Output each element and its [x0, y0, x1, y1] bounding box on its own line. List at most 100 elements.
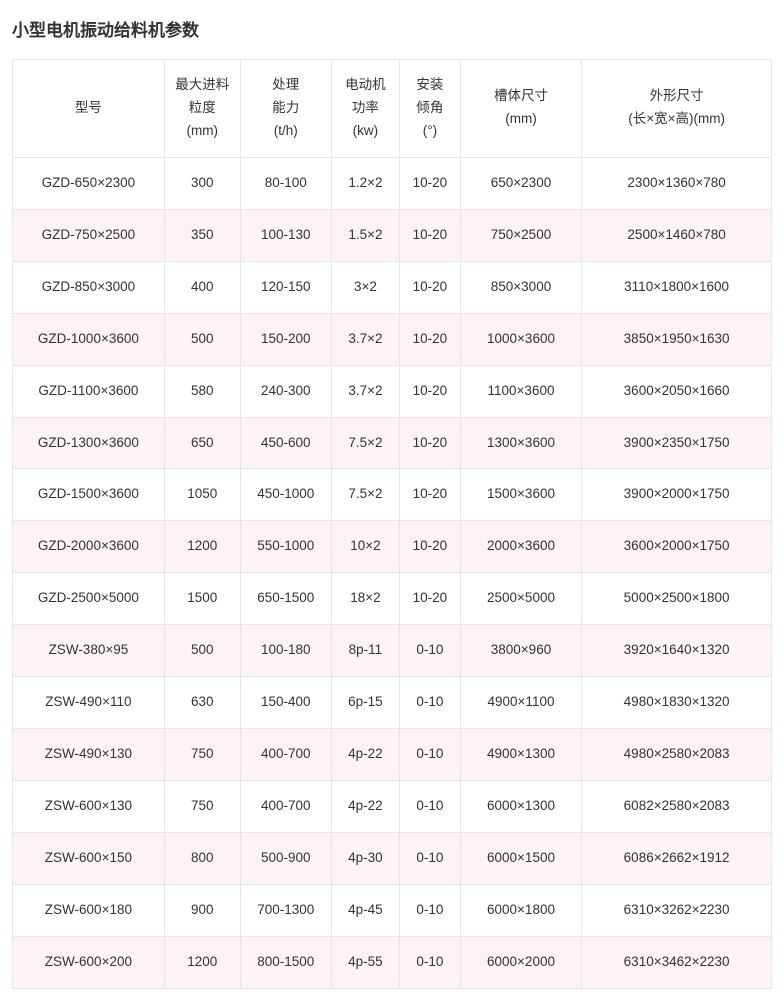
table-cell: 10-20 [400, 157, 461, 209]
table-cell: 3.7×2 [331, 365, 399, 417]
table-cell: 18×2 [331, 573, 399, 625]
col-header-capacity: 处理 能力 (t/h) [240, 60, 331, 158]
table-cell: 450-600 [240, 417, 331, 469]
table-cell: 7.5×2 [331, 417, 399, 469]
table-cell: 450-1000 [240, 469, 331, 521]
table-cell: 0-10 [400, 677, 461, 729]
table-cell: 100-130 [240, 209, 331, 261]
table-cell: 240-300 [240, 365, 331, 417]
table-cell: ZSW-600×150 [13, 833, 165, 885]
table-cell: 5000×2500×1800 [582, 573, 772, 625]
table-cell: 500 [164, 625, 240, 677]
table-cell: GZD-650×2300 [13, 157, 165, 209]
table-row: GZD-1300×3600650450-6007.5×210-201300×36… [13, 417, 772, 469]
table-cell: 300 [164, 157, 240, 209]
table-row: GZD-1500×36001050450-10007.5×210-201500×… [13, 469, 772, 521]
table-cell: 6086×2662×1912 [582, 833, 772, 885]
table-cell: GZD-750×2500 [13, 209, 165, 261]
table-cell: 10-20 [400, 261, 461, 313]
table-cell: 3850×1950×1630 [582, 313, 772, 365]
table-cell: GZD-2000×3600 [13, 521, 165, 573]
table-cell: 10-20 [400, 313, 461, 365]
table-cell: 580 [164, 365, 240, 417]
table-cell: ZSW-600×180 [13, 884, 165, 936]
table-cell: 10-20 [400, 573, 461, 625]
table-cell: 1300×3600 [460, 417, 581, 469]
table-cell: 8p-11 [331, 625, 399, 677]
table-cell: 3920×1640×1320 [582, 625, 772, 677]
table-cell: 2500×5000 [460, 573, 581, 625]
table-row: ZSW-600×150800500-9004p-300-106000×15006… [13, 833, 772, 885]
col-header-dims: 外形尺寸 (长×宽×高)(mm) [582, 60, 772, 158]
table-cell: 1050 [164, 469, 240, 521]
table-cell: 10-20 [400, 417, 461, 469]
table-cell: 3×2 [331, 261, 399, 313]
header-row: 型号 最大进料 粒度 (mm) 处理 能力 (t/h) 电动机 功率 (kw) … [13, 60, 772, 158]
table-cell: 1100×3600 [460, 365, 581, 417]
table-cell: 4980×1830×1320 [582, 677, 772, 729]
table-row: GZD-2500×50001500650-150018×210-202500×5… [13, 573, 772, 625]
table-cell: 80-100 [240, 157, 331, 209]
table-cell: 400-700 [240, 781, 331, 833]
table-cell: 6000×1800 [460, 884, 581, 936]
table-cell: 6082×2580×2083 [582, 781, 772, 833]
table-cell: 3800×960 [460, 625, 581, 677]
table-cell: 3600×2000×1750 [582, 521, 772, 573]
table-cell: 4p-45 [331, 884, 399, 936]
table-cell: GZD-850×3000 [13, 261, 165, 313]
table-cell: 500 [164, 313, 240, 365]
table-cell: 1500 [164, 573, 240, 625]
table-cell: 1500×3600 [460, 469, 581, 521]
table-cell: 1.5×2 [331, 209, 399, 261]
table-row: GZD-1100×3600580240-3003.7×210-201100×36… [13, 365, 772, 417]
table-cell: 850×3000 [460, 261, 581, 313]
table-cell: 800 [164, 833, 240, 885]
table-cell: 400-700 [240, 729, 331, 781]
table-cell: 100-180 [240, 625, 331, 677]
table-cell: 4p-22 [331, 781, 399, 833]
table-cell: 650 [164, 417, 240, 469]
table-cell: 4p-22 [331, 729, 399, 781]
table-cell: 3.7×2 [331, 313, 399, 365]
table-cell: 7.5×2 [331, 469, 399, 521]
table-row: ZSW-600×130750400-7004p-220-106000×13006… [13, 781, 772, 833]
table-cell: 4p-55 [331, 936, 399, 988]
col-header-power: 电动机 功率 (kw) [331, 60, 399, 158]
table-cell: 3600×2050×1660 [582, 365, 772, 417]
table-cell: ZSW-490×110 [13, 677, 165, 729]
table-row: ZSW-380×95500100-1808p-110-103800×960392… [13, 625, 772, 677]
table-row: ZSW-600×180900700-13004p-450-106000×1800… [13, 884, 772, 936]
table-cell: 6000×1500 [460, 833, 581, 885]
table-cell: 1200 [164, 936, 240, 988]
table-cell: 6000×2000 [460, 936, 581, 988]
table-cell: 4980×2580×2083 [582, 729, 772, 781]
table-cell: 0-10 [400, 781, 461, 833]
table-cell: 650×2300 [460, 157, 581, 209]
table-cell: 630 [164, 677, 240, 729]
table-cell: 0-10 [400, 729, 461, 781]
table-cell: 10-20 [400, 365, 461, 417]
col-header-model: 型号 [13, 60, 165, 158]
table-cell: 900 [164, 884, 240, 936]
table-cell: GZD-1100×3600 [13, 365, 165, 417]
table-row: ZSW-490×130750400-7004p-220-104900×13004… [13, 729, 772, 781]
table-cell: ZSW-490×130 [13, 729, 165, 781]
table-cell: ZSW-600×200 [13, 936, 165, 988]
table-cell: ZSW-380×95 [13, 625, 165, 677]
col-header-feed: 最大进料 粒度 (mm) [164, 60, 240, 158]
table-cell: 0-10 [400, 884, 461, 936]
table-row: ZSW-600×2001200800-15004p-550-106000×200… [13, 936, 772, 988]
table-cell: 4900×1100 [460, 677, 581, 729]
table-cell: GZD-1300×3600 [13, 417, 165, 469]
table-row: GZD-2000×36001200550-100010×210-202000×3… [13, 521, 772, 573]
page-title: 小型电机振动给料机参数 [12, 16, 772, 41]
table-cell: 150-400 [240, 677, 331, 729]
table-cell: GZD-2500×5000 [13, 573, 165, 625]
table-cell: 3900×2000×1750 [582, 469, 772, 521]
table-row: ZSW-490×110630150-4006p-150-104900×11004… [13, 677, 772, 729]
table-cell: GZD-1000×3600 [13, 313, 165, 365]
table-cell: 350 [164, 209, 240, 261]
table-cell: 2300×1360×780 [582, 157, 772, 209]
table-cell: 6310×3262×2230 [582, 884, 772, 936]
table-cell: 750 [164, 781, 240, 833]
